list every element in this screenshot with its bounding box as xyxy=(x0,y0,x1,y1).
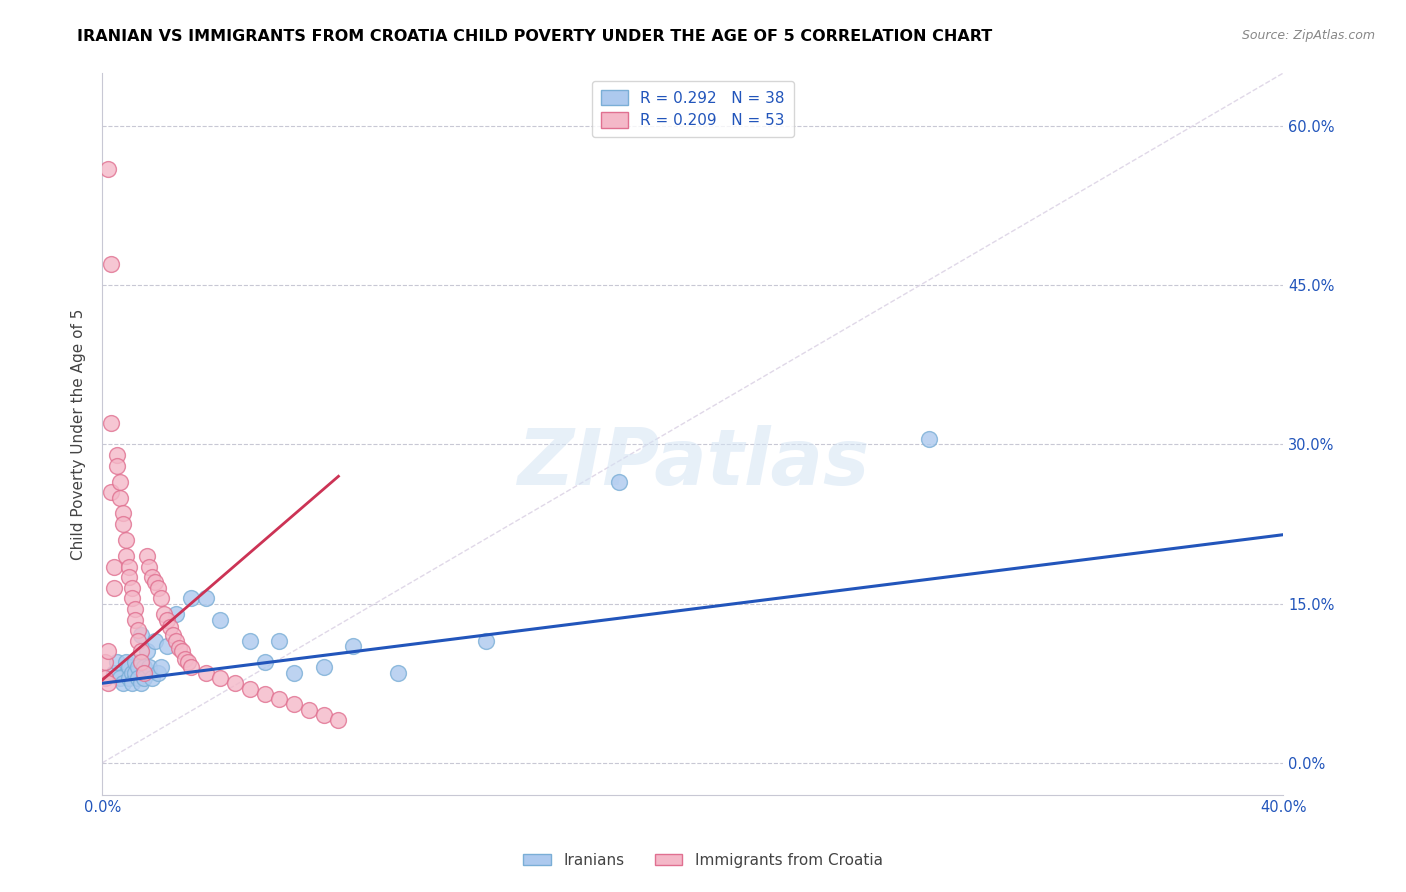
Point xyxy=(118,660,141,674)
Point xyxy=(129,628,152,642)
Point xyxy=(141,671,163,685)
Point xyxy=(153,607,176,622)
Point xyxy=(118,671,141,685)
Legend: R = 0.292   N = 38, R = 0.209   N = 53: R = 0.292 N = 38, R = 0.209 N = 53 xyxy=(592,80,794,137)
Point xyxy=(156,639,179,653)
Point xyxy=(103,581,125,595)
Point xyxy=(118,559,141,574)
Point xyxy=(121,591,143,606)
Text: ZIPatlas: ZIPatlas xyxy=(516,425,869,500)
Point xyxy=(124,665,146,680)
Point xyxy=(194,591,217,606)
Point xyxy=(145,633,167,648)
Point xyxy=(111,517,134,532)
Point xyxy=(209,613,232,627)
Point xyxy=(253,687,276,701)
Point xyxy=(387,665,409,680)
Point xyxy=(269,633,291,648)
Point xyxy=(283,665,305,680)
Point xyxy=(150,591,173,606)
Point xyxy=(121,665,143,680)
Point xyxy=(127,623,149,637)
Point xyxy=(97,644,120,658)
Point xyxy=(312,708,335,723)
Point xyxy=(298,703,321,717)
Point xyxy=(239,681,262,696)
Y-axis label: Child Poverty Under the Age of 5: Child Poverty Under the Age of 5 xyxy=(72,308,86,559)
Point xyxy=(167,641,190,656)
Point xyxy=(132,665,155,680)
Point xyxy=(141,570,163,584)
Point xyxy=(111,676,134,690)
Text: IRANIAN VS IMMIGRANTS FROM CROATIA CHILD POVERTY UNDER THE AGE OF 5 CORRELATION : IRANIAN VS IMMIGRANTS FROM CROATIA CHILD… xyxy=(77,29,993,44)
Point xyxy=(114,533,136,547)
Point xyxy=(135,644,157,658)
Point xyxy=(114,549,136,563)
Point xyxy=(607,475,630,489)
Point xyxy=(180,591,202,606)
Point xyxy=(127,660,149,674)
Legend: Iranians, Immigrants from Croatia: Iranians, Immigrants from Croatia xyxy=(516,845,890,875)
Point xyxy=(94,671,117,685)
Point xyxy=(475,633,498,648)
Point xyxy=(159,620,181,634)
Point xyxy=(121,676,143,690)
Point xyxy=(108,671,131,685)
Point xyxy=(342,639,364,653)
Point xyxy=(118,570,141,584)
Point xyxy=(97,676,120,690)
Point xyxy=(194,665,217,680)
Point xyxy=(209,671,232,685)
Point xyxy=(124,613,146,627)
Point xyxy=(100,257,122,271)
Point xyxy=(165,607,187,622)
Point xyxy=(105,655,128,669)
Point xyxy=(100,485,122,500)
Point xyxy=(129,655,152,669)
Point xyxy=(177,655,200,669)
Point xyxy=(328,714,350,728)
Point xyxy=(150,660,173,674)
Point xyxy=(148,665,170,680)
Point xyxy=(94,655,117,669)
Point xyxy=(312,660,335,674)
Point xyxy=(224,676,246,690)
Point xyxy=(108,491,131,505)
Point xyxy=(148,581,170,595)
Point xyxy=(108,475,131,489)
Point xyxy=(97,161,120,176)
Point xyxy=(105,458,128,473)
Point xyxy=(129,676,152,690)
Point xyxy=(129,644,152,658)
Point xyxy=(111,507,134,521)
Text: Source: ZipAtlas.com: Source: ZipAtlas.com xyxy=(1241,29,1375,42)
Point xyxy=(239,633,262,648)
Point xyxy=(165,633,187,648)
Point xyxy=(170,644,193,658)
Point xyxy=(135,549,157,563)
Point xyxy=(138,559,160,574)
Point xyxy=(103,665,125,680)
Point xyxy=(127,671,149,685)
Point xyxy=(124,655,146,669)
Point xyxy=(100,416,122,430)
Point xyxy=(127,633,149,648)
Point xyxy=(253,655,276,669)
Point xyxy=(269,692,291,706)
Point xyxy=(918,432,941,446)
Point xyxy=(156,613,179,627)
Point xyxy=(283,698,305,712)
Point xyxy=(180,660,202,674)
Point xyxy=(121,581,143,595)
Point xyxy=(103,559,125,574)
Point xyxy=(124,602,146,616)
Point xyxy=(145,575,167,590)
Point xyxy=(132,660,155,674)
Point xyxy=(162,628,184,642)
Point xyxy=(114,655,136,669)
Point xyxy=(138,660,160,674)
Point xyxy=(174,652,197,666)
Point xyxy=(132,671,155,685)
Point xyxy=(105,448,128,462)
